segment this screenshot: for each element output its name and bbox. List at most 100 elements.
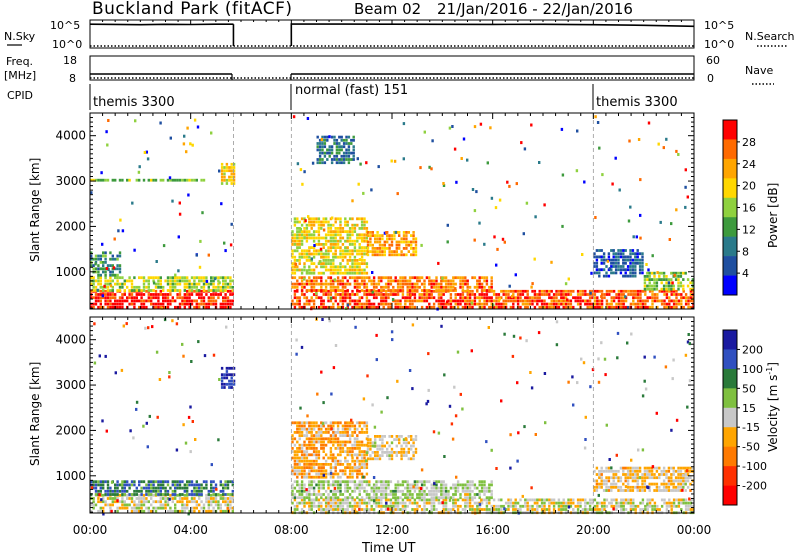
heatmap-cell <box>435 483 438 487</box>
heatmap-cell <box>315 265 318 269</box>
heatmap-cell <box>382 293 385 296</box>
heatmap-cell <box>231 299 234 303</box>
heatmap-cell <box>339 262 342 265</box>
heatmap-cell <box>322 493 325 496</box>
heatmap-cell <box>459 302 462 306</box>
heatmap-cell <box>198 265 202 269</box>
heatmap-cell <box>222 493 225 496</box>
heatmap-cell <box>413 480 417 484</box>
heatmap-cell <box>351 456 354 460</box>
heatmap-cell <box>680 293 683 296</box>
heatmap-cell <box>634 271 637 275</box>
heatmap-cell <box>483 299 486 303</box>
heatmap-cell <box>329 421 333 425</box>
heatmap-cell <box>296 424 299 428</box>
heatmap-cell <box>133 276 136 280</box>
heatmap-cell <box>157 305 160 309</box>
heatmap-cell <box>334 271 337 275</box>
heatmap-cell <box>632 235 635 239</box>
heatmap-cell <box>109 264 112 267</box>
heatmap-cell <box>224 279 227 283</box>
heatmap-cell <box>622 504 625 508</box>
heatmap-cell <box>404 299 407 303</box>
heatmap-cell <box>329 463 333 466</box>
heatmap-cell <box>128 302 131 306</box>
heatmap-cell <box>480 293 484 296</box>
heatmap-cell <box>418 489 421 493</box>
heatmap-cell <box>202 279 206 283</box>
heatmap-cell <box>406 279 409 283</box>
heatmap-cell <box>459 496 462 500</box>
heatmap-cell <box>641 265 644 268</box>
heatmap-cell <box>579 302 582 306</box>
heatmap-cell <box>459 504 462 508</box>
heatmap-cell <box>394 276 397 280</box>
heatmap-cell <box>396 489 400 493</box>
heatmap-cell <box>475 190 478 194</box>
heatmap-cell <box>126 506 129 510</box>
heatmap-cell <box>588 504 592 508</box>
heatmap-cell <box>231 279 234 283</box>
heatmap-cell <box>320 302 323 306</box>
heatmap-cell <box>562 296 565 300</box>
heatmap-cell <box>207 305 210 309</box>
heatmap-cell <box>488 508 491 511</box>
heatmap-cell <box>92 302 95 306</box>
heatmap-cell <box>174 276 177 280</box>
heatmap-cell <box>543 305 546 309</box>
heatmap-cell <box>473 209 477 213</box>
heatmap-cell <box>310 501 313 505</box>
heatmap-cell <box>318 151 322 155</box>
heatmap-cell <box>205 509 208 513</box>
heatmap-cell <box>653 287 656 291</box>
heatmap-cell <box>183 279 186 283</box>
heatmap-cell <box>130 493 134 496</box>
heatmap-cell <box>312 255 316 259</box>
heatmap-cell <box>303 427 306 431</box>
heatmap-cell <box>232 172 236 176</box>
heatmap-cell <box>330 161 334 165</box>
heatmap-cell <box>102 261 105 264</box>
heatmap-cell <box>492 305 496 309</box>
heatmap-cell <box>123 500 126 504</box>
heatmap-cell <box>312 276 316 280</box>
heatmap-cell <box>351 265 354 269</box>
heatmap-cell <box>409 293 412 297</box>
heatmap-cell <box>315 475 318 479</box>
heatmap-cell <box>670 271 673 275</box>
heatmap-cell <box>329 246 333 249</box>
heatmap-cell <box>485 293 489 296</box>
heatmap-cell <box>336 447 340 450</box>
heatmap-cell <box>359 162 362 166</box>
heatmap-cell <box>524 305 527 309</box>
heatmap-cell <box>416 480 419 484</box>
heatmap-cell <box>199 239 202 243</box>
heatmap-cell <box>298 501 301 505</box>
heatmap-cell <box>296 249 299 253</box>
heatmap-cell <box>363 459 366 463</box>
heatmap-cell <box>611 182 614 186</box>
heatmap-cell <box>392 496 395 500</box>
heatmap-cell <box>113 237 116 241</box>
heatmap-cell <box>202 480 206 484</box>
heatmap-cell <box>684 293 688 296</box>
heatmap-cell <box>169 285 172 289</box>
heatmap-cell <box>344 265 347 269</box>
heatmap-cell <box>303 236 306 240</box>
heatmap-cell <box>447 508 450 511</box>
heatmap-cell <box>483 493 486 496</box>
heatmap-cell <box>384 285 388 289</box>
heatmap-cell <box>691 284 695 288</box>
heatmap-cell <box>624 271 627 275</box>
heatmap-cell <box>300 453 304 457</box>
heatmap-cell <box>524 296 527 300</box>
heatmap-cell <box>560 501 563 505</box>
heatmap-cell <box>452 285 455 289</box>
heatmap-cell <box>372 302 376 306</box>
heatmap-cell <box>142 486 146 490</box>
heatmap-cell <box>375 493 378 496</box>
heatmap-cell <box>104 299 107 303</box>
heatmap-cell <box>166 279 170 283</box>
heatmap-cell <box>459 279 462 283</box>
heatmap-cell <box>348 480 352 484</box>
